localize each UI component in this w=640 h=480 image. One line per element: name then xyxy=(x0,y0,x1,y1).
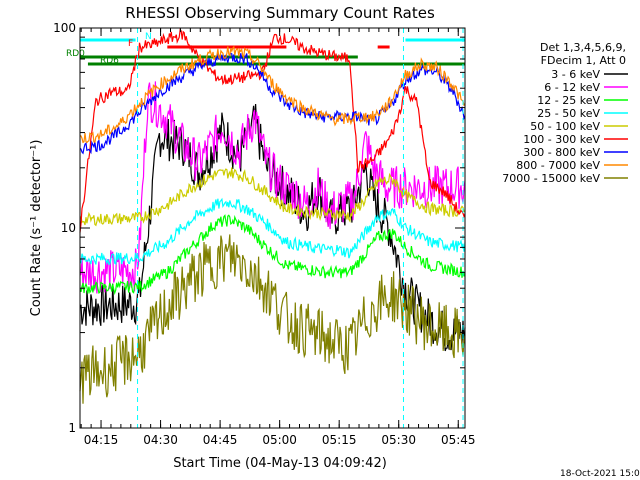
legend-entry-label: 7000 - 15000 keV xyxy=(502,172,600,185)
legend-header-line-2: FDecim 1, Att 0 xyxy=(541,54,626,67)
generated-timestamp: 18-Oct-2021 15:06 xyxy=(560,469,640,479)
series-line xyxy=(79,81,466,294)
legend-entry-label: 50 - 100 keV xyxy=(530,120,600,133)
x-tick-label: 05:45 xyxy=(441,433,476,447)
series-line xyxy=(79,167,466,227)
x-tick-label: 05:00 xyxy=(262,433,297,447)
legend-entry-label: 3 - 6 keV xyxy=(551,68,600,81)
y-tick-label: 1 xyxy=(68,421,76,435)
flag-label: RD6 xyxy=(100,56,119,66)
legend-entry-label: 6 - 12 keV xyxy=(544,81,600,94)
legend-entry-label: 25 - 50 keV xyxy=(537,107,600,120)
flag-label: RD0 xyxy=(66,49,85,59)
flag-label: F xyxy=(128,39,133,49)
legend-entry-label: 12 - 25 keV xyxy=(537,94,600,107)
x-tick-label: 05:15 xyxy=(322,433,357,447)
y-tick-label: 100 xyxy=(53,21,76,35)
series-line xyxy=(79,197,466,266)
axes-layer: 04:15 04:30 04:45 05:00 05:15 05:30 05:45 1 10 10… xyxy=(53,21,475,447)
series-layer xyxy=(79,28,466,428)
legend: Det 1,3,4,5,6,9, FDecim 1, Att 0 3 - 6 k… xyxy=(502,41,628,185)
chart-title: RHESSI Observing Summary Count Rates xyxy=(125,4,435,22)
legend-entry-label: 800 - 7000 keV xyxy=(516,159,600,172)
series-line xyxy=(79,28,466,233)
x-tick-label: 04:45 xyxy=(203,433,238,447)
y-axis-label: Count Rate (s⁻¹ detector⁻¹) xyxy=(29,140,44,317)
flags-layer: N F RD0 RD6 xyxy=(66,32,465,66)
series-line xyxy=(79,214,466,296)
x-tick-label: 04:30 xyxy=(143,433,178,447)
legend-header-line-1: Det 1,3,4,5,6,9, xyxy=(540,41,626,54)
series-line xyxy=(79,45,466,144)
y-tick-label: 10 xyxy=(61,221,76,235)
legend-entry-label: 300 - 800 keV xyxy=(523,146,600,159)
legend-entry-label: 100 - 300 keV xyxy=(523,133,600,146)
x-axis-label: Start Time (04-May-13 04:09:42) xyxy=(173,456,387,471)
x-tick-label: 04:15 xyxy=(84,433,119,447)
x-tick-label: 05:30 xyxy=(381,433,416,447)
flag-label: N xyxy=(145,32,152,42)
series-line xyxy=(79,234,466,404)
